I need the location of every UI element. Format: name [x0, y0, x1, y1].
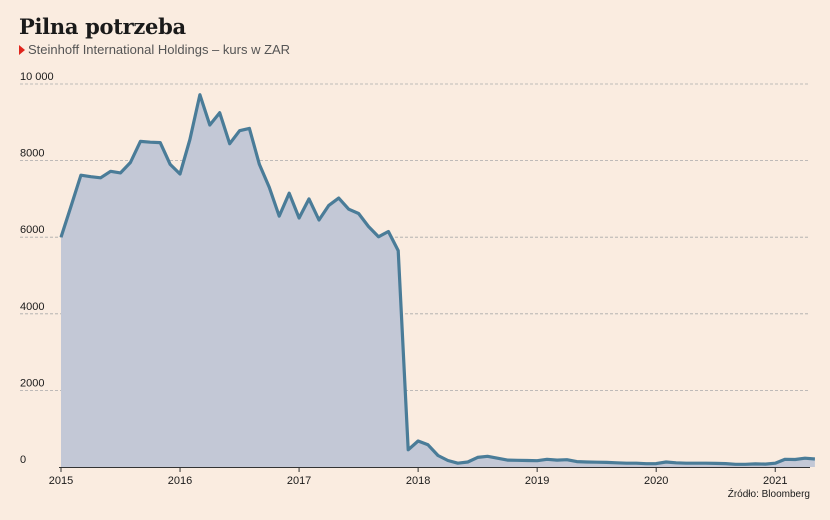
y-tick-label: 8000: [20, 148, 44, 160]
x-tick-label: 2015: [49, 475, 73, 487]
subtitle-marker-icon: [19, 45, 25, 55]
price-area: [61, 94, 815, 467]
x-axis: 2015 2016 2017 2018 2019 2020 2021: [49, 467, 810, 487]
x-tick-label: 2019: [525, 475, 549, 487]
source-note: Źródło: Bloomberg: [727, 489, 810, 500]
chart-subtitle: Steinhoff International Holdings – kurs …: [19, 42, 290, 57]
y-tick-label: 0: [20, 454, 26, 466]
y-tick-label: 10 000: [20, 71, 54, 83]
x-tick-label: 2020: [644, 475, 668, 487]
y-axis-labels: 10 000 8000 6000 4000 2000 0: [20, 71, 54, 466]
x-tick-label: 2018: [406, 475, 430, 487]
chart-title: Pilna potrzeba: [19, 14, 186, 39]
price-line: [59, 93, 816, 466]
y-tick-label: 4000: [20, 301, 44, 313]
x-tick-label: 2016: [168, 475, 192, 487]
y-tick-label: 6000: [20, 224, 44, 236]
x-tick-label: 2017: [287, 475, 311, 487]
y-tick-label: 2000: [20, 377, 44, 389]
x-tick-label: 2021: [763, 475, 787, 487]
subtitle-text: Steinhoff International Holdings – kurs …: [28, 42, 291, 57]
